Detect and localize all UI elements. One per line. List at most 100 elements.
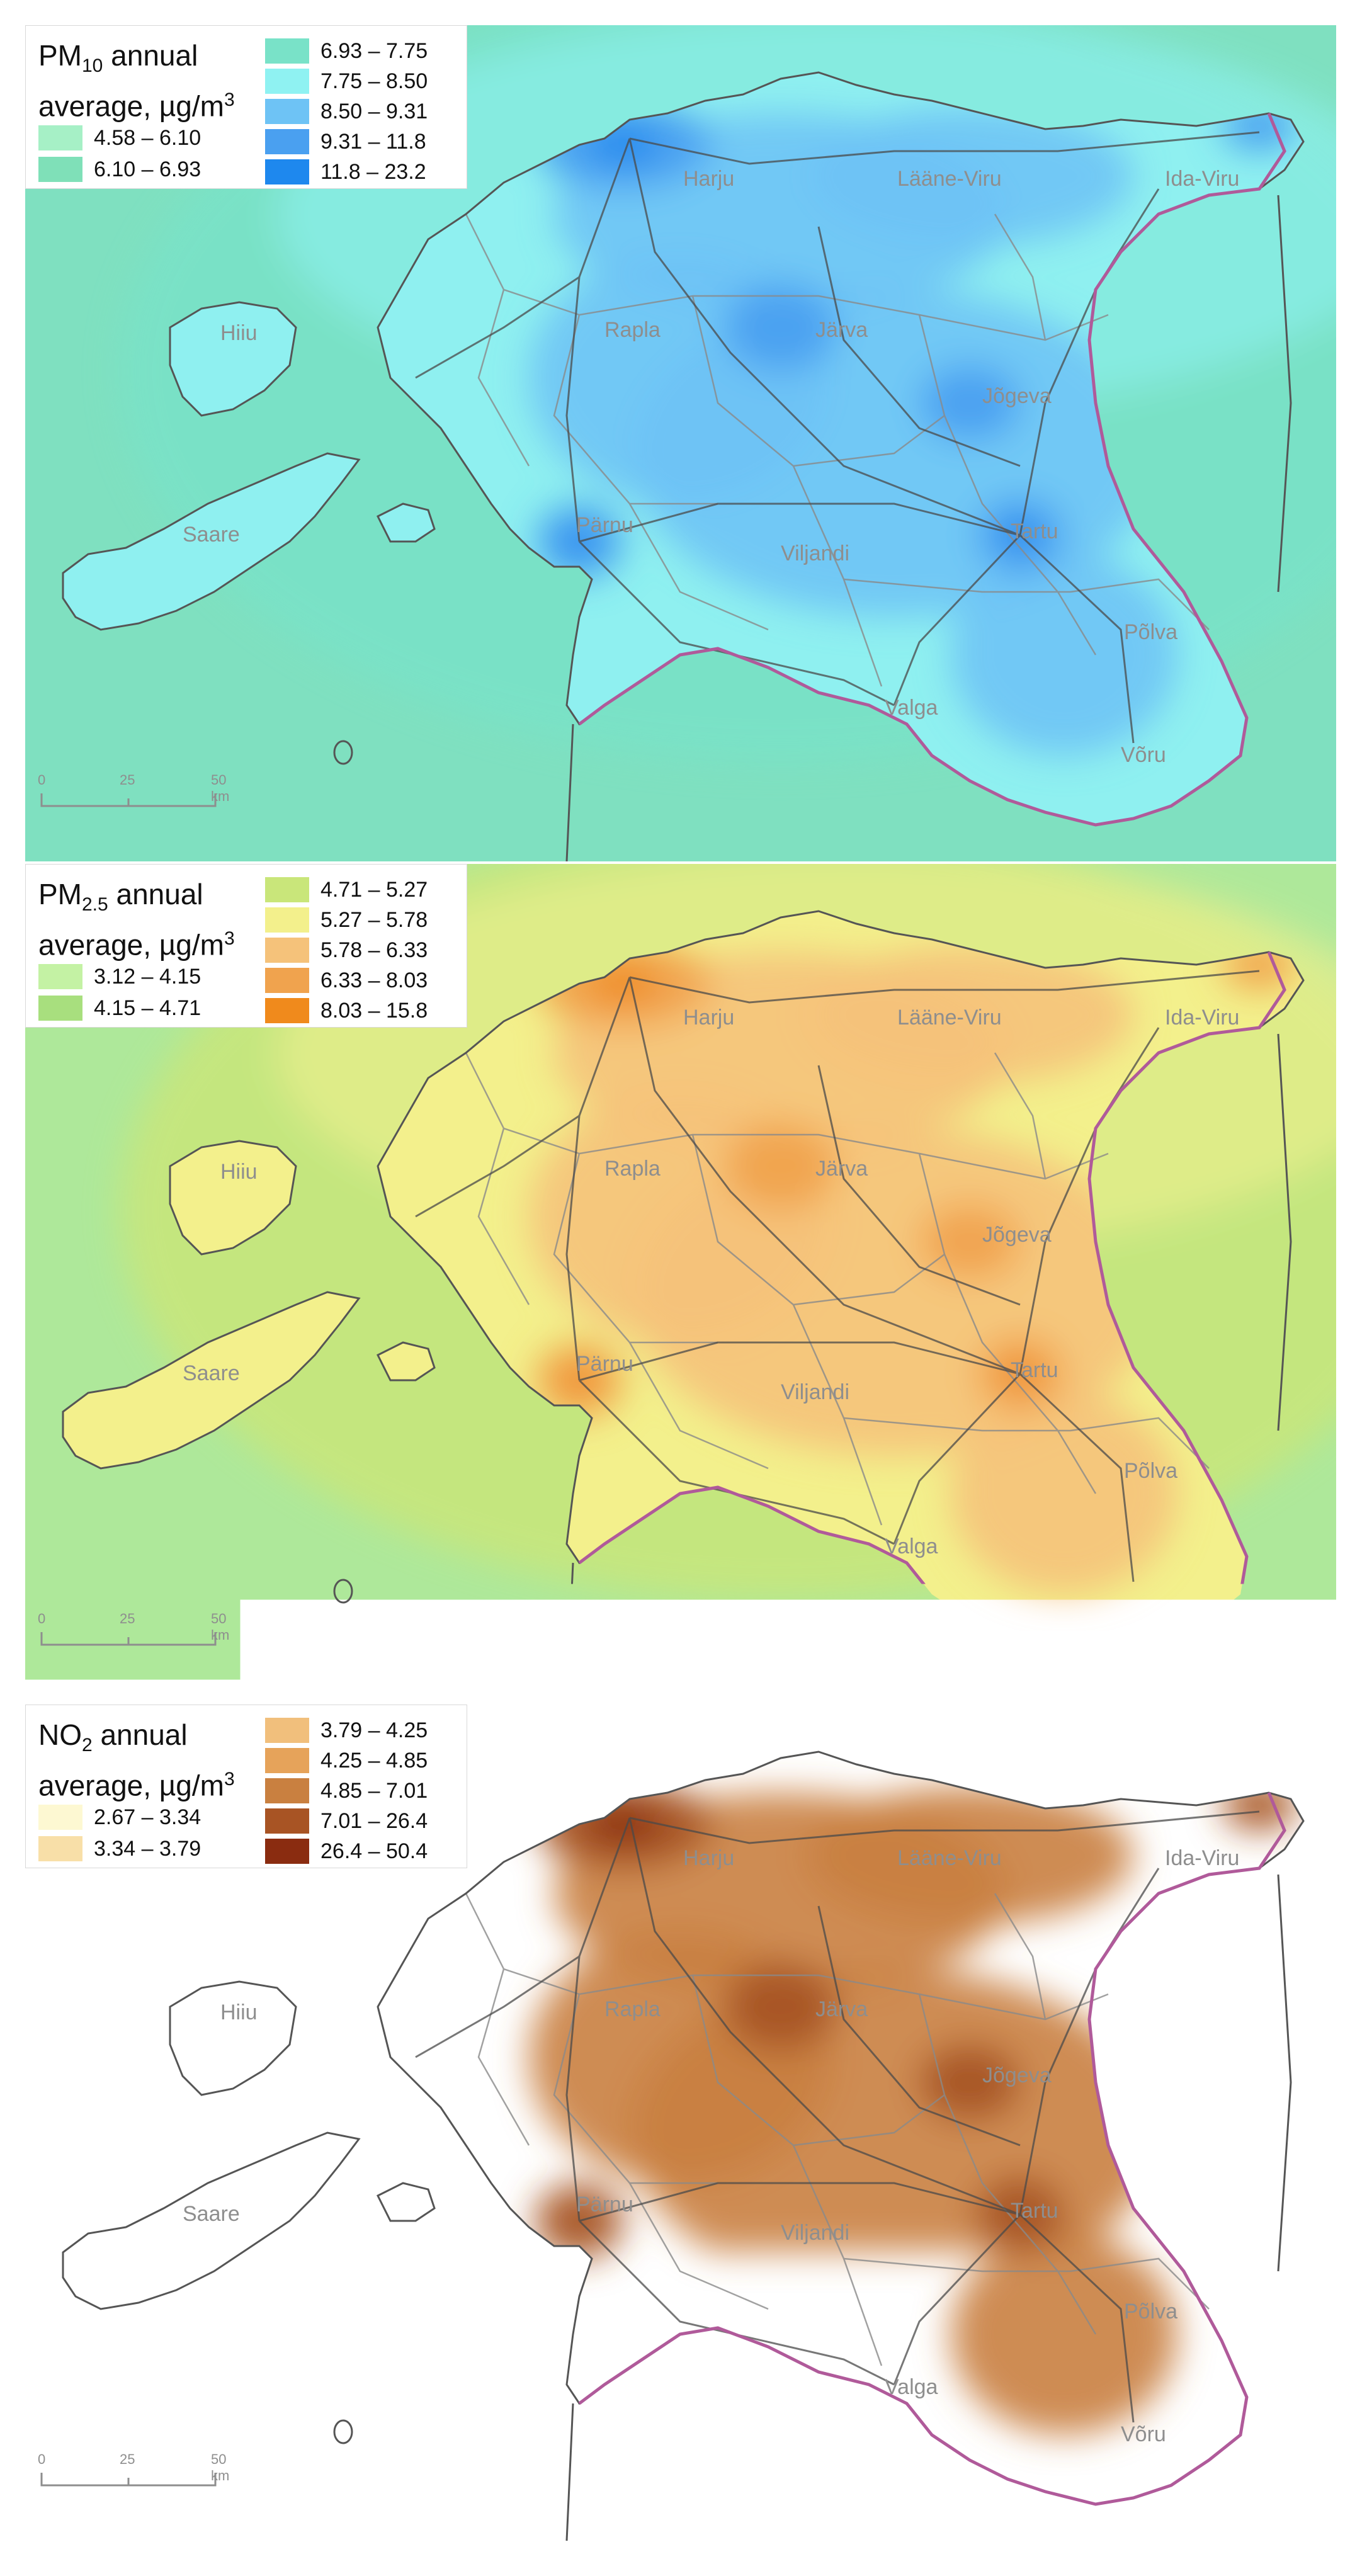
title-annual: annual bbox=[116, 878, 203, 911]
scale-tick-label: 25 bbox=[120, 2451, 135, 2468]
units-superscript: 3 bbox=[224, 928, 235, 949]
legend-item: 5.27 – 5.78 bbox=[265, 907, 428, 933]
county-label: Jõgeva bbox=[982, 2063, 1052, 2088]
legend-item: 8.03 – 15.8 bbox=[265, 998, 428, 1023]
map-panel-no2: Harju Lääne-Viru Ida-Viru Hiiu Rapla Järva Jõg… bbox=[25, 1705, 1336, 2541]
county-label: Saare bbox=[183, 1361, 240, 1386]
title-annual: annual bbox=[111, 39, 198, 72]
legend-label: 4.25 – 4.85 bbox=[320, 1749, 428, 1773]
county-label: Järva bbox=[815, 1997, 868, 2022]
legend-label: 8.50 – 9.31 bbox=[320, 99, 428, 124]
county-label: Järva bbox=[815, 318, 868, 343]
legend-label: 4.58 – 6.10 bbox=[94, 126, 201, 150]
legend-swatch bbox=[265, 938, 309, 963]
legend-label: 3.12 – 4.15 bbox=[94, 965, 201, 989]
county-label: Pärnu bbox=[576, 2193, 633, 2217]
legend-item: 3.12 – 4.15 bbox=[38, 964, 201, 989]
legend-item: 7.75 – 8.50 bbox=[265, 69, 428, 94]
legend: PM10 annual average, µg/m3 4.58 – 6.10 6.10… bbox=[25, 25, 467, 189]
scale-bar-line bbox=[40, 2470, 229, 2495]
legend-item: 4.25 – 4.85 bbox=[265, 1748, 428, 1773]
scale-tick-label: 0 bbox=[38, 2451, 45, 2468]
legend-label: 3.34 – 3.79 bbox=[94, 1837, 201, 1861]
legend-item: 6.93 – 7.75 bbox=[265, 38, 428, 64]
county-label: Võru bbox=[1121, 2422, 1166, 2447]
county-label: Järva bbox=[815, 1157, 868, 1181]
map-panel-pm10: Harju Lääne-Viru Ida-Viru Hiiu Rapla Järva Jõg… bbox=[25, 25, 1336, 861]
county-label: Jõgeva bbox=[982, 1223, 1052, 1247]
county-label: Võru bbox=[1121, 743, 1166, 768]
title-units: average, µg/m bbox=[38, 90, 224, 123]
county-label: Põlva bbox=[1124, 620, 1177, 645]
scale-tick-label: 25 bbox=[120, 772, 135, 788]
legend-label: 5.27 – 5.78 bbox=[320, 908, 428, 933]
legend-label: 6.33 – 8.03 bbox=[320, 968, 428, 993]
legend-swatch bbox=[265, 1808, 309, 1834]
county-label: Valga bbox=[885, 696, 938, 720]
legend-swatch bbox=[38, 1836, 82, 1861]
legend-swatch bbox=[265, 877, 309, 902]
county-label: Ida-Viru bbox=[1165, 167, 1239, 191]
legend-item: 11.8 – 23.2 bbox=[265, 159, 426, 184]
county-label: Harju bbox=[683, 167, 734, 191]
county-label: Tartu bbox=[1011, 1358, 1058, 1383]
county-label: Lääne-Viru bbox=[897, 1006, 1002, 1030]
legend-item: 5.78 – 6.33 bbox=[265, 938, 428, 963]
legend-item: 3.79 – 4.25 bbox=[265, 1718, 428, 1743]
county-label: Viljandi bbox=[781, 2221, 849, 2245]
scale-tick-label: 25 bbox=[120, 1611, 135, 1627]
legend-swatch bbox=[38, 125, 82, 150]
legend-title: PM2.5 annual average, µg/m3 bbox=[38, 877, 235, 962]
legend-swatch bbox=[38, 964, 82, 989]
legend-swatch bbox=[38, 996, 82, 1021]
county-label: Valga bbox=[885, 1535, 938, 1559]
legend-swatch bbox=[265, 1718, 309, 1743]
pollutant-name: PM bbox=[38, 878, 82, 911]
legend-label: 6.93 – 7.75 bbox=[320, 39, 428, 64]
legend-label: 7.01 – 26.4 bbox=[320, 1809, 428, 1834]
county-label: Rapla bbox=[604, 318, 661, 343]
pollutant-name: PM bbox=[38, 39, 82, 72]
legend-label: 3.79 – 4.25 bbox=[320, 1718, 428, 1743]
legend: PM2.5 annual average, µg/m3 3.12 – 4.15 4.1… bbox=[25, 864, 467, 1028]
county-label: Tartu bbox=[1011, 519, 1058, 544]
county-label: Viljandi bbox=[781, 542, 849, 566]
legend-swatch bbox=[265, 1839, 309, 1864]
legend-item: 3.34 – 3.79 bbox=[38, 1836, 201, 1861]
map-panel-pm25: Harju Lääne-Viru Ida-Viru Hiiu Rapla Järva Jõg… bbox=[25, 864, 1336, 1700]
legend-swatch bbox=[265, 1778, 309, 1803]
legend-item: 26.4 – 50.4 bbox=[265, 1839, 428, 1864]
legend-item: 4.71 – 5.27 bbox=[265, 877, 428, 902]
scale-bar: 0 25 50 km bbox=[38, 2451, 239, 2495]
legend-swatch bbox=[265, 129, 309, 154]
county-label: Rapla bbox=[604, 1997, 661, 2022]
legend-label: 26.4 – 50.4 bbox=[320, 1839, 428, 1864]
legend-swatch bbox=[265, 907, 309, 933]
county-label: Põlva bbox=[1124, 1459, 1177, 1484]
legend-label: 2.67 – 3.34 bbox=[94, 1805, 201, 1830]
legend-label: 6.10 – 6.93 bbox=[94, 157, 201, 182]
scale-bar-line bbox=[40, 791, 229, 816]
county-label: Pärnu bbox=[576, 1352, 633, 1376]
legend-item: 4.85 – 7.01 bbox=[265, 1778, 428, 1803]
county-label: Hiiu bbox=[220, 1160, 258, 1184]
legend-label: 4.85 – 7.01 bbox=[320, 1779, 428, 1803]
units-superscript: 3 bbox=[224, 1769, 235, 1790]
county-label: Harju bbox=[683, 1006, 734, 1030]
legend: NO2 annual average, µg/m3 2.67 – 3.34 3.34 … bbox=[25, 1705, 467, 1868]
county-label: Lääne-Viru bbox=[897, 1846, 1002, 1871]
legend-swatch bbox=[38, 157, 82, 182]
county-label: Võru bbox=[1121, 1582, 1166, 1606]
title-units: average, µg/m bbox=[38, 1769, 224, 1802]
legend-swatch bbox=[265, 1748, 309, 1773]
scale-tick-label: 0 bbox=[38, 1611, 45, 1627]
county-label: Põlva bbox=[1124, 2300, 1177, 2324]
legend-label: 4.15 – 4.71 bbox=[94, 996, 201, 1021]
legend-label: 5.78 – 6.33 bbox=[320, 938, 428, 963]
legend-item: 2.67 – 3.34 bbox=[38, 1805, 201, 1830]
pollutant-subscript: 2 bbox=[82, 1735, 93, 1756]
legend-swatch bbox=[265, 998, 309, 1023]
legend-item: 8.50 – 9.31 bbox=[265, 99, 428, 124]
county-label: Tartu bbox=[1011, 2199, 1058, 2223]
legend-swatch bbox=[265, 968, 309, 993]
